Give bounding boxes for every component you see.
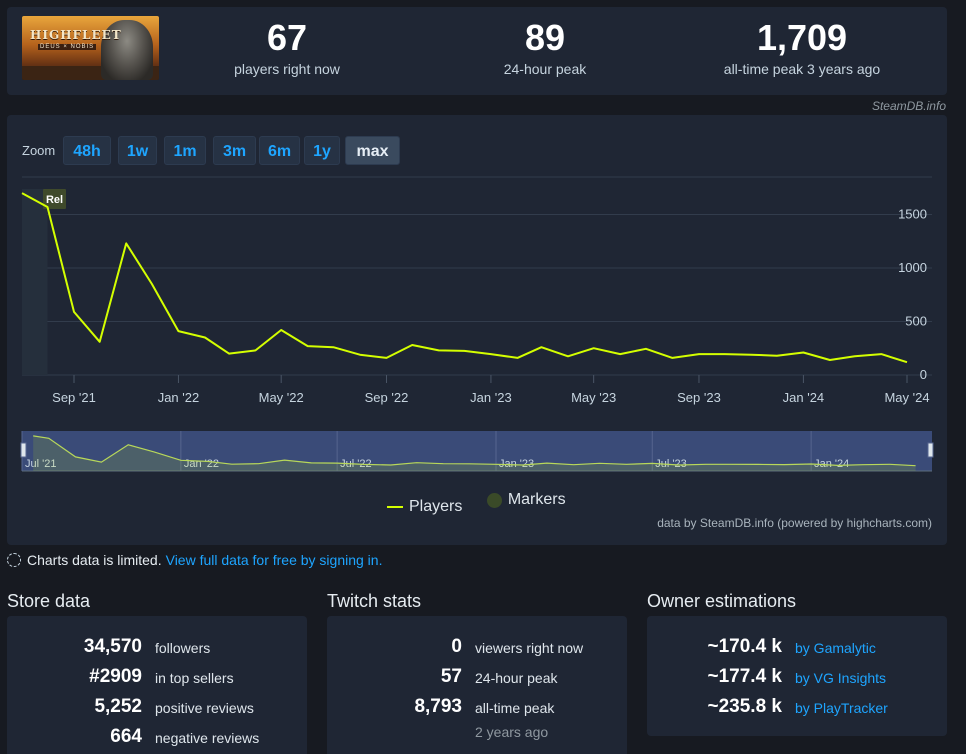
navigator-tick-label: Jan '23: [499, 458, 534, 470]
negative-reviews-label: negative reviews: [155, 730, 260, 746]
store-row-negative: 664 negative reviews: [7, 726, 307, 750]
zoom-label: Zoom: [22, 143, 56, 158]
y-tick-label: 500: [905, 313, 927, 328]
twitch-stats-title: Twitch stats: [327, 591, 422, 611]
viewers-label: viewers right now: [475, 640, 584, 656]
zoom-max-button[interactable]: max: [345, 136, 400, 165]
top-sellers-value: #2909: [89, 666, 142, 687]
navigator-handle-right: [927, 442, 934, 458]
twitch-row-ago: 2 years ago: [327, 720, 627, 744]
players-now-label: players right now: [234, 61, 340, 77]
players-series-line: [21, 192, 908, 364]
limited-text: Charts data is limited.: [27, 552, 162, 568]
followers-label: followers: [155, 640, 211, 656]
legend-markers-label: Markers: [507, 491, 566, 508]
twitch-peak-value: 57: [440, 666, 462, 687]
dashed-circle-icon: [7, 553, 21, 567]
legend-players-label: Players: [409, 497, 463, 515]
viewers-value: 0: [451, 636, 462, 657]
legend-markers[interactable]: Markers: [486, 491, 566, 509]
negative-reviews-value: 664: [110, 726, 142, 747]
logo-figure: [101, 20, 153, 80]
owner-estimations-title: Owner estimations: [647, 591, 797, 611]
x-tick-label: May '22: [259, 390, 304, 405]
steamdb-credit: SteamDB.info: [871, 99, 946, 113]
y-tick-label: 0: [920, 367, 927, 382]
store-data-panel: 34,570 followers #2909 in top sellers 5,…: [7, 616, 307, 754]
x-tick-label: May '23: [571, 390, 616, 405]
owner-row-gamalytic: ~170.4 k by Gamalytic: [647, 636, 947, 660]
release-band: [22, 189, 48, 375]
game-logo[interactable]: HIGHFLEET DEUS × NOBIS: [22, 16, 159, 80]
positive-reviews-value: 5,252: [94, 696, 142, 717]
limited-data-notice: Charts data is limited. View full data f…: [7, 552, 382, 568]
chart-credit: data by SteamDB.info (powered by highcha…: [657, 516, 932, 530]
playtracker-link[interactable]: by PlayTracker: [795, 700, 888, 716]
store-row-top-sellers: #2909 in top sellers: [7, 666, 307, 690]
x-tick-label: Jan '23: [470, 390, 512, 405]
logo-title: HIGHFLEET: [30, 28, 122, 42]
store-data-title: Store data: [7, 591, 91, 611]
navigator-tick-label: Jul '21: [25, 458, 56, 470]
zoom-3m-button[interactable]: 3m: [213, 136, 256, 165]
players-now-value: 67: [266, 17, 308, 58]
top-stats-panel: HIGHFLEET DEUS × NOBIS 67 players right …: [7, 7, 947, 95]
sign-in-link[interactable]: View full data for free by signing in.: [165, 552, 383, 568]
store-row-positive: 5,252 positive reviews: [7, 696, 307, 720]
positive-reviews-label: positive reviews: [155, 700, 254, 716]
x-tick-label: Sep '21: [52, 390, 96, 405]
y-tick-label: 1500: [898, 206, 927, 221]
zoom-1y-button[interactable]: 1y: [304, 136, 340, 165]
navigator-handle-left: [20, 442, 27, 458]
release-marker-label: Rel: [46, 194, 63, 206]
zoom-1w-button[interactable]: 1w: [118, 136, 157, 165]
gamalytic-value: ~170.4 k: [707, 636, 783, 657]
zoom-6m-button[interactable]: 6m: [259, 136, 300, 165]
peak-24h-value: 89: [524, 17, 566, 58]
zoom-48h-button[interactable]: 48h: [63, 136, 111, 165]
followers-value: 34,570: [83, 636, 142, 657]
zoom-1m-button[interactable]: 1m: [164, 136, 206, 165]
players-line-icon: [387, 505, 403, 508]
owner-row-playtracker: ~235.8 k by PlayTracker: [647, 696, 947, 720]
navigator-line: [33, 435, 916, 467]
stat-players-now: 67 players right now: [187, 17, 387, 77]
vginsights-value: ~177.4 k: [707, 666, 783, 687]
twitch-row-viewers: 0 viewers right now: [327, 636, 627, 660]
x-tick-label: Jan '24: [783, 390, 825, 405]
logo-subtitle: DEUS × NOBIS: [38, 44, 97, 50]
twitch-stats-panel: 0 viewers right now 57 24-hour peak 8,79…: [327, 616, 627, 754]
twitch-row-peak: 57 24-hour peak: [327, 666, 627, 690]
markers-dot-icon: [486, 492, 502, 508]
all-time-value: 1,709: [756, 17, 848, 58]
release-marker: [43, 189, 66, 209]
peak-24h-label: 24-hour peak: [503, 61, 587, 77]
stat-24h-peak: 89 24-hour peak: [445, 17, 645, 77]
vginsights-link[interactable]: by VG Insights: [795, 670, 887, 686]
owner-estimations-panel: ~170.4 k by Gamalytic ~177.4 k by VG Ins…: [647, 616, 947, 736]
gamalytic-link[interactable]: by Gamalytic: [795, 640, 876, 656]
twitch-all-time-ago: 2 years ago: [475, 724, 549, 740]
navigator-tick-label: Jan '24: [814, 458, 849, 470]
legend-players[interactable]: Players: [387, 498, 462, 516]
twitch-all-time-value: 8,793: [414, 696, 462, 717]
chart-legend: Players Markers: [387, 491, 586, 516]
x-tick-label: Jan '22: [158, 390, 200, 405]
x-tick-label: Sep '22: [365, 390, 409, 405]
owner-row-vginsights: ~177.4 k by VG Insights: [647, 666, 947, 690]
player-chart: 0 500 1000 1500 Sep '21 Jan '22 May '22 Sep '22…: [20, 176, 934, 472]
x-tick-label: May '24: [884, 390, 929, 405]
chart-panel: 0 500 1000 1500 Sep '21 Jan '22 May '22 Sep '22…: [7, 115, 947, 545]
all-time-label: all-time peak 3 years ago: [723, 61, 881, 77]
x-tick-label: Sep '23: [677, 390, 721, 405]
playtracker-value: ~235.8 k: [707, 696, 783, 717]
stat-all-time-peak: 1,709 all-time peak 3 years ago: [697, 17, 907, 77]
y-tick-label: 1000: [898, 260, 927, 275]
twitch-peak-label: 24-hour peak: [475, 670, 558, 686]
twitch-all-time-label: all-time peak: [475, 700, 555, 716]
twitch-row-all-time: 8,793 all-time peak: [327, 696, 627, 720]
top-sellers-label: in top sellers: [155, 670, 234, 686]
store-row-followers: 34,570 followers: [7, 636, 307, 660]
